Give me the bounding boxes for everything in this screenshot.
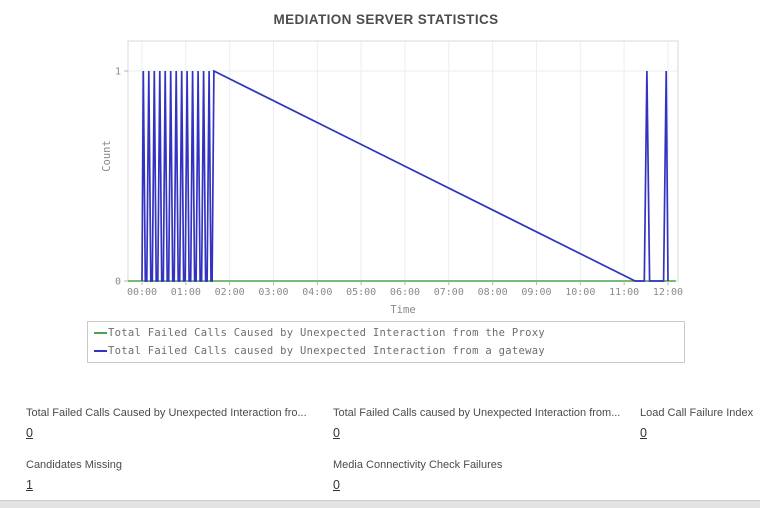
bottom-divider-bar <box>0 500 760 508</box>
line-chart-canvas: 00:00 01:00 02:00 03:00 04:00 05:00 06:00 07:00… <box>115 40 683 298</box>
x-tick-label: 02:00 <box>215 287 245 298</box>
x-tick-label: 08:00 <box>478 287 508 298</box>
stat-label: Total Failed Calls caused by Unexpected … <box>333 407 621 419</box>
legend-swatch-icon <box>94 350 107 352</box>
stat-label: Media Connectivity Check Failures <box>333 459 503 471</box>
x-tick-label: 04:00 <box>302 287 332 298</box>
stat-item: Candidates Missing 1 <box>26 459 122 494</box>
stat-label: Load Call Failure Index <box>640 407 754 419</box>
stat-label: Total Failed Calls Caused by Unexpected … <box>26 407 307 419</box>
x-tick-label: 06:00 <box>390 287 420 298</box>
stat-item: Total Failed Calls caused by Unexpected … <box>333 407 620 442</box>
x-tick-label: 10:00 <box>565 287 595 298</box>
stat-value-link[interactable]: 0 <box>26 426 33 440</box>
stat-label: Candidates Missing <box>26 459 122 471</box>
stat-value-link[interactable]: 0 <box>333 478 340 492</box>
x-tick-label: 01:00 <box>171 287 201 298</box>
stat-item: Media Connectivity Check Failures 0 <box>333 459 502 494</box>
x-tick-label: 03:00 <box>258 287 288 298</box>
stat-item: Total Failed Calls Caused by Unexpected … <box>26 407 307 442</box>
chart-title: MEDIATION SERVER STATISTICS <box>273 12 499 27</box>
x-tick-label: 11:00 <box>609 287 639 298</box>
legend-label: Total Failed Calls caused by Unexpected … <box>108 345 546 357</box>
x-tick-label: 05:00 <box>346 287 376 298</box>
x-tick-label: 07:00 <box>434 287 464 298</box>
legend-swatch-icon <box>94 332 107 334</box>
stat-value-link[interactable]: 1 <box>26 478 33 492</box>
chart-legend: Total Failed Calls Caused by Unexpected … <box>87 321 685 363</box>
stat-item: Load Call Failure Index 0 <box>640 407 753 442</box>
y-axis-label: Count <box>101 140 113 172</box>
x-tick-label: 12:00 <box>653 287 683 298</box>
legend-label: Total Failed Calls Caused by Unexpected … <box>108 327 546 339</box>
y-tick-label: 1 <box>115 67 121 78</box>
stat-value-link[interactable]: 0 <box>333 426 340 440</box>
x-tick-label: 00:00 <box>127 287 157 298</box>
series-line <box>141 69 669 282</box>
legend-item[interactable]: Total Failed Calls Caused by Unexpected … <box>88 324 684 342</box>
stat-value-link[interactable]: 0 <box>640 426 647 440</box>
y-tick-label: 0 <box>115 277 121 288</box>
legend-item[interactable]: Total Failed Calls caused by Unexpected … <box>88 342 684 360</box>
x-axis-label: Time <box>390 304 416 316</box>
x-tick-label: 09:00 <box>521 287 551 298</box>
